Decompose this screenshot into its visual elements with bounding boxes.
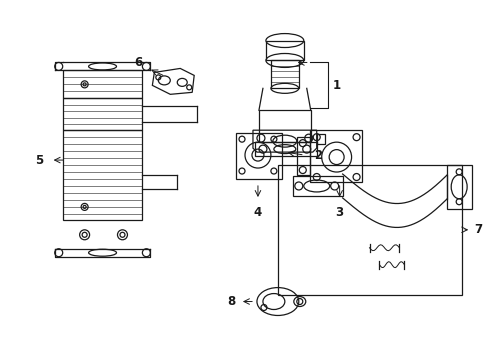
Bar [266, 41, 304, 60]
Bar [63, 98, 143, 130]
Bar [310, 130, 362, 182]
Bar [447, 165, 472, 209]
Text: 6: 6 [134, 56, 143, 69]
Bar [255, 142, 317, 156]
Bar [236, 133, 282, 179]
Bar [271, 60, 299, 88]
Bar [297, 137, 310, 175]
Bar [278, 165, 462, 294]
Text: 2: 2 [314, 149, 322, 162]
Text: 7: 7 [474, 223, 482, 236]
Text: 3: 3 [336, 206, 343, 219]
Bar [63, 71, 143, 98]
Bar [293, 176, 343, 196]
Text: 1: 1 [333, 79, 341, 92]
Text: 5: 5 [35, 154, 43, 167]
Bar [63, 130, 143, 220]
Bar [259, 110, 311, 142]
Bar [317, 134, 325, 144]
Text: 8: 8 [227, 295, 235, 308]
Text: 4: 4 [254, 206, 262, 219]
